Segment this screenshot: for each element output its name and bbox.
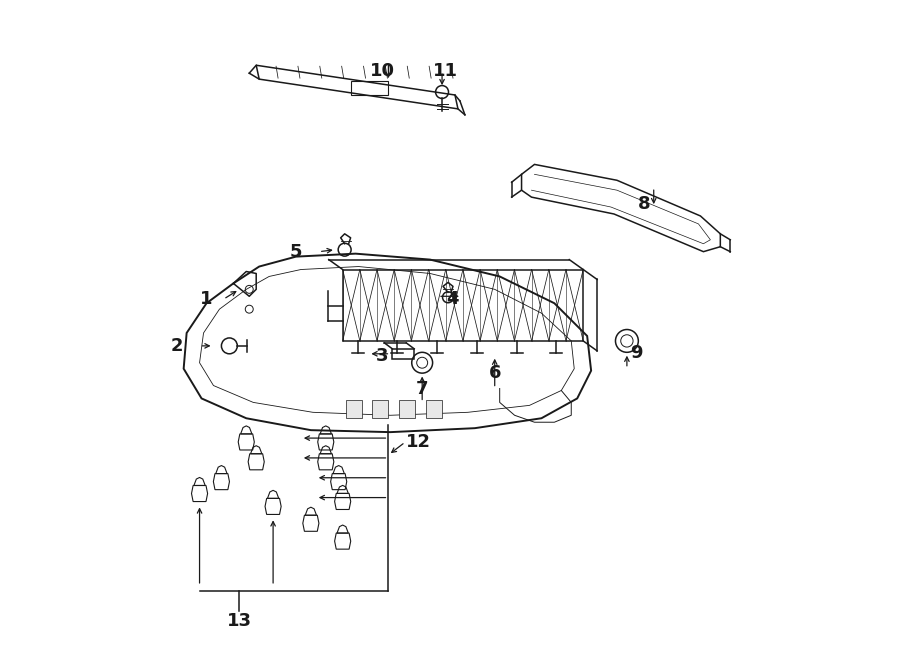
Text: 12: 12	[406, 433, 431, 451]
Text: 4: 4	[446, 290, 458, 308]
Text: 11: 11	[433, 62, 457, 80]
Bar	[346, 401, 362, 418]
Bar	[351, 81, 389, 95]
Bar	[392, 349, 414, 359]
Text: 6: 6	[489, 364, 501, 381]
Text: 8: 8	[637, 195, 650, 213]
Text: 9: 9	[631, 344, 644, 362]
Text: 2: 2	[170, 337, 183, 355]
Text: 7: 7	[416, 379, 428, 397]
Text: 5: 5	[290, 243, 302, 260]
Bar	[373, 401, 389, 418]
Text: 3: 3	[376, 347, 389, 365]
Bar	[400, 401, 415, 418]
Text: 10: 10	[370, 62, 395, 80]
Text: 1: 1	[201, 290, 212, 308]
Text: 13: 13	[227, 611, 252, 629]
Bar	[426, 401, 442, 418]
